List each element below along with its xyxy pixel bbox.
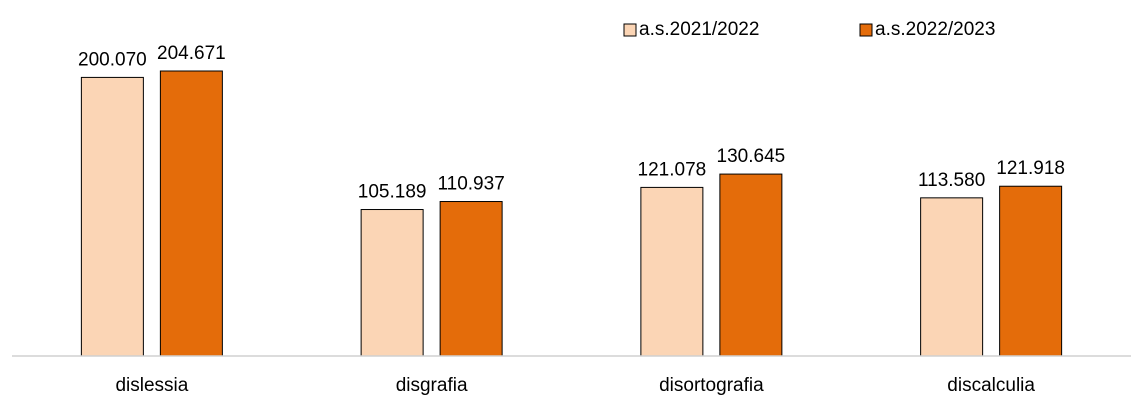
bar-disortografia-series-2 (719, 173, 783, 357)
x-tick-labels: dislessia disgrafia disortografia discalcul… (115, 375, 1035, 396)
bar-disgrafia-series-2 (439, 201, 503, 357)
chart-legend: a.s.2021/2022 a.s.2022/2023 (623, 19, 995, 40)
data-label-disortografia-series-1: 121.078 (638, 159, 707, 180)
data-label-disgrafia-series-2: 110.937 (437, 174, 504, 195)
x-tick-label-dislessia: dislessia (115, 375, 188, 396)
legend-label-series-2: a.s.2022/2023 (875, 19, 995, 40)
bar-disortografia-series-1 (640, 186, 704, 357)
data-label-disgrafia-series-1: 105.189 (358, 182, 427, 203)
bar-dislessia-series-1 (80, 76, 144, 357)
data-label-disortografia-series-2: 130.645 (717, 146, 786, 167)
bar-discalculia-series-1 (920, 197, 984, 357)
bar-disgrafia-series-1 (360, 209, 424, 357)
bar-dislessia-series-2 (159, 70, 223, 357)
legend-label-series-1: a.s.2021/2022 (639, 19, 759, 40)
data-label-discalculia-series-1: 113.580 (918, 170, 985, 191)
bar-discalculia-series-2 (999, 185, 1063, 357)
x-tick-label-discalculia: discalculia (947, 375, 1035, 396)
x-tick-label-disortografia: disortografia (659, 375, 764, 396)
bars-group (80, 70, 1063, 357)
legend-swatch-series-1 (623, 23, 637, 37)
data-label-dislessia-series-1: 200.070 (78, 49, 147, 70)
x-tick-label-disgrafia: disgrafia (396, 375, 468, 396)
legend-swatch-series-2 (859, 23, 873, 37)
data-labels-group: 200.070 204.671 105.189 110.937 121.078 130.6… (78, 43, 1065, 203)
data-label-dislessia-series-2: 204.671 (157, 43, 226, 64)
data-label-discalculia-series-2: 121.918 (996, 158, 1065, 179)
